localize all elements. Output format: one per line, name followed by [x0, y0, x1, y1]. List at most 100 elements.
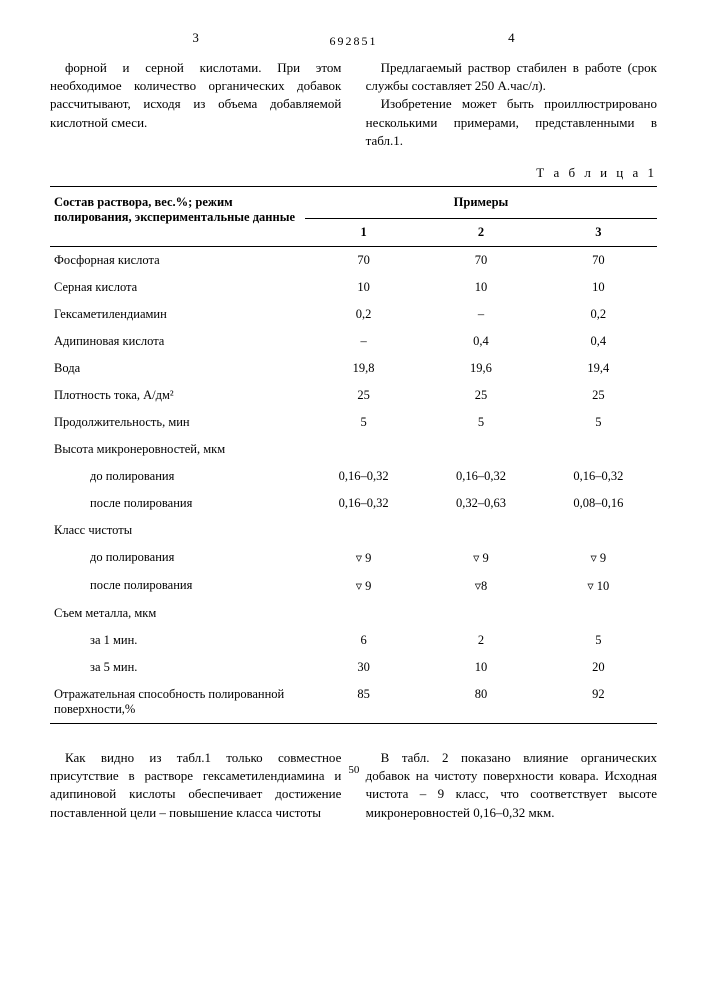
- line-number: 50: [348, 764, 359, 776]
- table-row: Класс чистоты: [50, 517, 657, 544]
- row-value: 19,6: [422, 355, 539, 382]
- row-label: Вода: [50, 355, 305, 382]
- row-value: 70: [305, 246, 422, 274]
- bottom-left-column: Как видно из табл.1 только совместное пр…: [50, 749, 341, 822]
- row-label: Высота микронеровностей, мкм: [50, 436, 305, 463]
- row-value: ▿ 10: [540, 572, 657, 600]
- page-number-left: 3: [50, 30, 341, 46]
- row-label: Серная кислота: [50, 274, 305, 301]
- row-value: [305, 600, 422, 627]
- table-subheader-3: 3: [540, 218, 657, 246]
- table-row: Съем металла, мкм: [50, 600, 657, 627]
- row-value: 0,32–0,63: [422, 490, 539, 517]
- page-container: 3 4 692851 форной и серной кислотами. Пр…: [0, 0, 707, 852]
- top-text-section: форной и серной кислотами. При этом необ…: [50, 59, 657, 150]
- row-value: 10: [422, 654, 539, 681]
- table-row: Гексаметилендиамин0,2–0,2: [50, 301, 657, 328]
- row-value: ▿ 9: [422, 544, 539, 572]
- row-value: [540, 517, 657, 544]
- table-row: до полирования0,16–0,320,16–0,320,16–0,3…: [50, 463, 657, 490]
- table-header-left: Состав раствора, вес.%; режим полировани…: [50, 186, 305, 246]
- row-value: 25: [422, 382, 539, 409]
- row-value: 70: [540, 246, 657, 274]
- row-value: 5: [305, 409, 422, 436]
- row-value: 19,4: [540, 355, 657, 382]
- row-value: 70: [422, 246, 539, 274]
- top-right-paragraph-1: Предлагаемый раствор стабилен в работе (…: [366, 59, 657, 95]
- row-label: Класс чистоты: [50, 517, 305, 544]
- row-label: Продолжительность, мин: [50, 409, 305, 436]
- top-right-paragraph-2: Изобретение может быть проиллюстрировано…: [366, 95, 657, 150]
- row-value: [422, 600, 539, 627]
- row-value: –: [305, 328, 422, 355]
- row-value: [540, 600, 657, 627]
- row-value: 0,4: [540, 328, 657, 355]
- row-value: 25: [540, 382, 657, 409]
- row-label: Плотность тока, А/дм²: [50, 382, 305, 409]
- row-label: после полирования: [50, 572, 305, 600]
- table-body: Фосфорная кислота707070Серная кислота101…: [50, 246, 657, 723]
- row-value: 0,4: [422, 328, 539, 355]
- table-row: Серная кислота101010: [50, 274, 657, 301]
- table-row: Плотность тока, А/дм²252525: [50, 382, 657, 409]
- row-label: Отражательная способность полированной п…: [50, 681, 305, 724]
- table-row: Фосфорная кислота707070: [50, 246, 657, 274]
- row-value: 0,16–0,32: [305, 463, 422, 490]
- row-label: Съем металла, мкм: [50, 600, 305, 627]
- bottom-left-paragraph: Как видно из табл.1 только совместное пр…: [50, 749, 341, 822]
- table-row: Отражательная способность полированной п…: [50, 681, 657, 724]
- table-row: Продолжительность, мин555: [50, 409, 657, 436]
- table-row: после полирования0,16–0,320,32–0,630,08–…: [50, 490, 657, 517]
- row-value: [305, 436, 422, 463]
- table-row: Высота микронеровностей, мкм: [50, 436, 657, 463]
- row-value: 19,8: [305, 355, 422, 382]
- row-value: ▿ 9: [305, 544, 422, 572]
- row-value: 6: [305, 627, 422, 654]
- row-value: 30: [305, 654, 422, 681]
- row-label: после полирования: [50, 490, 305, 517]
- row-value: 0,2: [305, 301, 422, 328]
- row-value: [422, 517, 539, 544]
- row-value: 10: [540, 274, 657, 301]
- row-value: [422, 436, 539, 463]
- row-value: 10: [422, 274, 539, 301]
- row-value: 5: [540, 409, 657, 436]
- row-value: 10: [305, 274, 422, 301]
- table-row: до полирования▿ 9▿ 9▿ 9: [50, 544, 657, 572]
- row-value: 0,2: [540, 301, 657, 328]
- table-row: за 5 мин.301020: [50, 654, 657, 681]
- row-value: 25: [305, 382, 422, 409]
- row-label: за 1 мин.: [50, 627, 305, 654]
- row-value: ▿ 9: [540, 544, 657, 572]
- table-subheader-2: 2: [422, 218, 539, 246]
- row-label: Фосфорная кислота: [50, 246, 305, 274]
- row-value: [540, 436, 657, 463]
- table-row: после полирования▿ 9▿8▿ 10: [50, 572, 657, 600]
- row-value: 5: [422, 409, 539, 436]
- table-subheader-1: 1: [305, 218, 422, 246]
- bottom-text-section: Как видно из табл.1 только совместное пр…: [50, 749, 657, 822]
- left-column: форной и серной кислотами. При этом необ…: [50, 59, 341, 150]
- bottom-right-paragraph: В табл. 2 показано влияние органических …: [366, 749, 657, 822]
- table-row: за 1 мин.625: [50, 627, 657, 654]
- data-table: Состав раствора, вес.%; режим полировани…: [50, 186, 657, 724]
- row-value: 5: [540, 627, 657, 654]
- row-value: 80: [422, 681, 539, 724]
- row-label: Гексаметилендиамин: [50, 301, 305, 328]
- row-label: до полирования: [50, 544, 305, 572]
- row-value: 20: [540, 654, 657, 681]
- table-row: Вода19,819,619,4: [50, 355, 657, 382]
- page-number-right: 4: [366, 30, 657, 46]
- row-value: 0,08–0,16: [540, 490, 657, 517]
- row-value: 2: [422, 627, 539, 654]
- table-header-examples: Примеры: [305, 186, 657, 218]
- row-value: 0,16–0,32: [305, 490, 422, 517]
- bottom-right-column: В табл. 2 показано влияние органических …: [366, 749, 657, 822]
- table-row: Адипиновая кислота–0,40,4: [50, 328, 657, 355]
- row-value: [305, 517, 422, 544]
- table-label: Т а б л и ц а 1: [50, 165, 657, 181]
- right-column: Предлагаемый раствор стабилен в работе (…: [366, 59, 657, 150]
- row-label: за 5 мин.: [50, 654, 305, 681]
- top-left-paragraph: форной и серной кислотами. При этом необ…: [50, 59, 341, 132]
- row-value: 85: [305, 681, 422, 724]
